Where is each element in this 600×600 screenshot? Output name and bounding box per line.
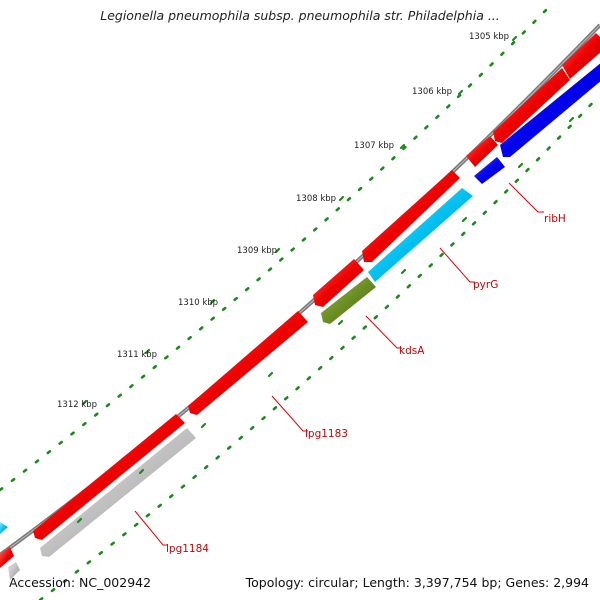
gene-partial-cyan (0, 522, 8, 534)
tick-label: 1311 kbp (117, 350, 157, 360)
gene-forward (313, 259, 364, 307)
gene-pyrG (368, 188, 473, 282)
gene-label-ribH[interactable]: ribH (544, 213, 566, 225)
tick-label: 1310 kbp (178, 298, 218, 308)
tick-label: 1307 kbp (354, 141, 394, 151)
gene-forward (362, 170, 460, 262)
gene-label-kdsA[interactable]: kdsA (399, 345, 425, 357)
tick-ring-outer (0, 6, 550, 492)
tick-label: 1308 kbp (296, 194, 336, 204)
genome-title: Legionella pneumophila subsp. pneumophil… (100, 8, 500, 23)
inner-major-tick-marks (76, 116, 575, 524)
tick-label: 1306 kbp (412, 87, 452, 97)
gene-lpg1183 (188, 311, 308, 415)
gene-ribH (500, 63, 600, 157)
gene-forward (493, 68, 570, 143)
gene-ribH-segment (474, 157, 505, 184)
gene-forward (33, 414, 185, 540)
gene-forward (466, 136, 498, 167)
tick-label: 1312 kbp (57, 400, 97, 410)
tick-ring-inner (38, 93, 600, 600)
gene-forward-partial (0, 547, 14, 568)
gene-kdsA (321, 277, 376, 324)
accession-text: Accession: NC_002942 (9, 575, 152, 590)
gene-label-pyrG[interactable]: pyrG (473, 279, 498, 291)
gene-label-lines (134, 182, 544, 546)
forward-strand-genes (0, 33, 600, 568)
gene-label-lpg1183[interactable]: lpg1183 (305, 428, 348, 440)
major-tick-marks (81, 35, 518, 406)
genome-backbone (0, 23, 600, 557)
gene-label-lpg1184[interactable]: lpg1184 (166, 543, 209, 555)
topology-text: Topology: circular; Length: 3,397,754 bp… (245, 575, 589, 590)
gene-forward (562, 33, 600, 79)
tick-label: 1305 kbp (469, 32, 509, 42)
gene-partial-gray (8, 562, 20, 580)
tick-label: 1309 kbp (237, 246, 277, 256)
gene-lpg1184 (40, 428, 196, 557)
reverse-strand-genes (0, 63, 600, 580)
